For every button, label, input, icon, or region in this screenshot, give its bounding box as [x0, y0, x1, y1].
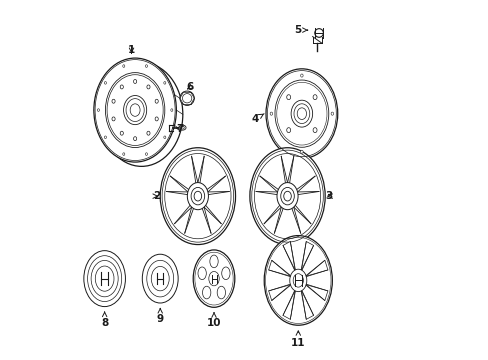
- Ellipse shape: [269, 112, 272, 115]
- Text: 8: 8: [101, 312, 108, 328]
- Ellipse shape: [283, 191, 291, 201]
- Ellipse shape: [217, 286, 225, 299]
- Polygon shape: [283, 242, 295, 270]
- Ellipse shape: [264, 235, 332, 325]
- Ellipse shape: [120, 85, 123, 89]
- Ellipse shape: [194, 191, 201, 201]
- Ellipse shape: [142, 254, 178, 303]
- Ellipse shape: [314, 29, 323, 37]
- Ellipse shape: [286, 128, 290, 132]
- Ellipse shape: [146, 131, 150, 135]
- Ellipse shape: [193, 250, 234, 307]
- Ellipse shape: [312, 95, 316, 100]
- Ellipse shape: [97, 109, 99, 111]
- Ellipse shape: [265, 69, 337, 158]
- Ellipse shape: [191, 188, 204, 205]
- Ellipse shape: [180, 91, 194, 105]
- Text: 10: 10: [206, 312, 221, 328]
- Text: 2: 2: [153, 191, 160, 201]
- Ellipse shape: [95, 266, 114, 291]
- Ellipse shape: [198, 267, 206, 280]
- Ellipse shape: [145, 153, 147, 156]
- Ellipse shape: [249, 148, 325, 244]
- Ellipse shape: [122, 65, 124, 67]
- Ellipse shape: [146, 260, 173, 297]
- Ellipse shape: [208, 271, 219, 286]
- Ellipse shape: [274, 80, 328, 147]
- Polygon shape: [301, 242, 313, 270]
- Ellipse shape: [170, 109, 172, 111]
- Ellipse shape: [277, 132, 325, 149]
- Polygon shape: [305, 260, 327, 276]
- Ellipse shape: [293, 274, 303, 287]
- Ellipse shape: [155, 117, 158, 121]
- Ellipse shape: [300, 150, 303, 153]
- Text: 3: 3: [325, 191, 332, 201]
- Polygon shape: [301, 291, 313, 319]
- Ellipse shape: [312, 128, 316, 132]
- Ellipse shape: [104, 136, 106, 139]
- Text: 4: 4: [251, 114, 264, 124]
- Ellipse shape: [123, 95, 146, 125]
- Ellipse shape: [221, 267, 229, 280]
- Ellipse shape: [120, 131, 123, 135]
- Polygon shape: [305, 284, 327, 301]
- Ellipse shape: [130, 104, 140, 116]
- Ellipse shape: [83, 251, 125, 307]
- Ellipse shape: [87, 256, 122, 302]
- Ellipse shape: [91, 260, 118, 297]
- Text: 5: 5: [294, 25, 307, 35]
- Polygon shape: [268, 284, 290, 301]
- Ellipse shape: [280, 188, 294, 205]
- Ellipse shape: [151, 266, 169, 291]
- Ellipse shape: [163, 82, 165, 84]
- Text: 11: 11: [290, 331, 305, 348]
- Ellipse shape: [274, 127, 328, 143]
- Ellipse shape: [133, 137, 137, 141]
- Ellipse shape: [146, 85, 150, 89]
- Ellipse shape: [94, 58, 176, 162]
- Ellipse shape: [145, 65, 147, 67]
- Ellipse shape: [286, 95, 290, 100]
- Ellipse shape: [187, 183, 208, 210]
- Ellipse shape: [202, 286, 210, 299]
- Ellipse shape: [209, 255, 218, 268]
- Ellipse shape: [105, 73, 164, 148]
- Ellipse shape: [163, 136, 165, 139]
- Text: 6: 6: [186, 82, 193, 93]
- Ellipse shape: [271, 120, 332, 136]
- Ellipse shape: [104, 82, 106, 84]
- Ellipse shape: [289, 269, 306, 292]
- Ellipse shape: [122, 153, 124, 156]
- Polygon shape: [268, 260, 290, 276]
- Ellipse shape: [276, 183, 298, 210]
- Ellipse shape: [179, 125, 185, 130]
- Ellipse shape: [330, 112, 333, 115]
- Ellipse shape: [297, 108, 306, 120]
- Ellipse shape: [112, 117, 115, 121]
- Ellipse shape: [155, 99, 158, 103]
- Polygon shape: [283, 291, 295, 319]
- Text: 9: 9: [156, 309, 163, 324]
- Text: 7: 7: [176, 124, 183, 134]
- Ellipse shape: [160, 148, 235, 244]
- Text: 1: 1: [128, 45, 135, 55]
- Ellipse shape: [290, 100, 312, 127]
- Ellipse shape: [133, 80, 137, 84]
- Ellipse shape: [300, 74, 303, 77]
- Ellipse shape: [112, 99, 115, 103]
